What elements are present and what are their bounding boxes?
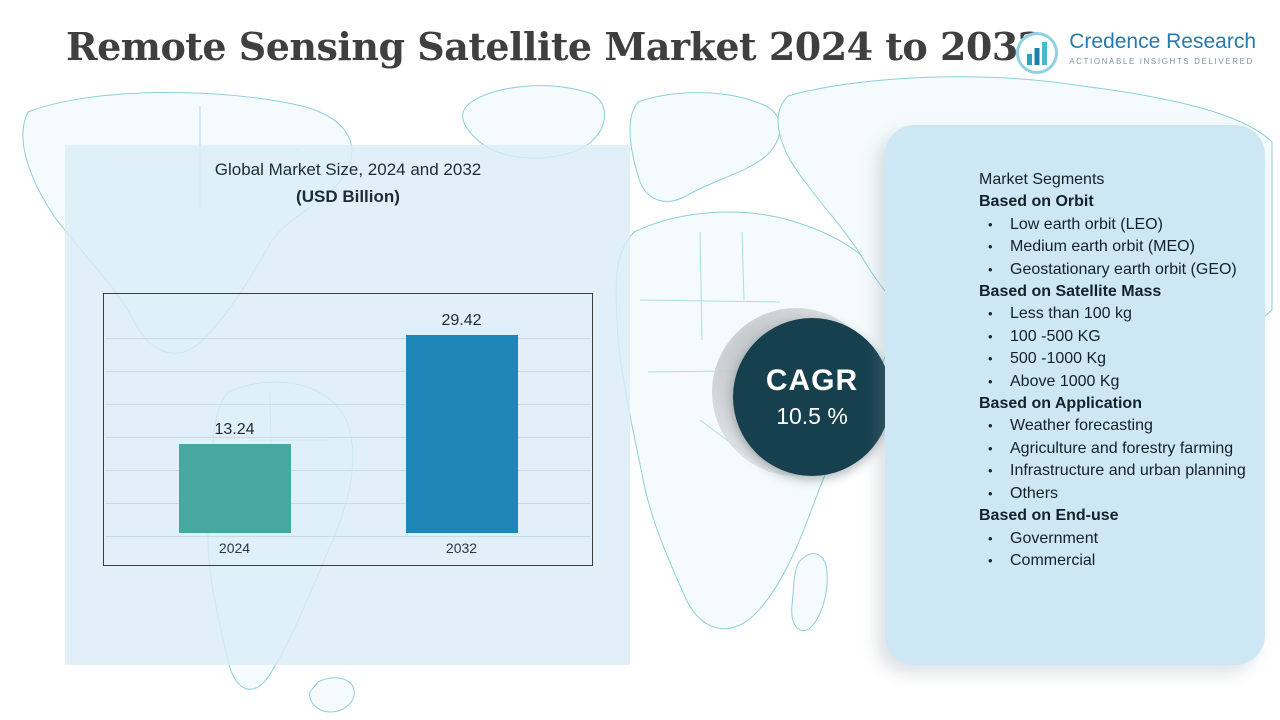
segment-item: • Geostationary earth orbit (GEO) — [979, 259, 1247, 281]
bar-group: 13.24 2024 — [178, 421, 291, 557]
segment-item: • Infrastructure and urban planning — [979, 460, 1247, 482]
cagr-badge: CAGR 10.5 % — [733, 318, 891, 476]
segment-item-label: Commercial — [1010, 551, 1096, 569]
segment-item: • Weather forecasting — [979, 415, 1247, 437]
segment-item-label: Low earth orbit (LEO) — [1010, 215, 1163, 233]
bar — [405, 335, 518, 533]
segment-item-label: Above 1000 Kg — [1010, 372, 1120, 390]
segment-item-label: Geostationary earth orbit (GEO) — [1010, 260, 1237, 278]
segments-title: Market Segments — [979, 171, 1105, 188]
bars-area: 13.24 2024 29.42 2032 — [104, 312, 592, 557]
cagr-value: 10.5 % — [776, 403, 848, 429]
segment-heading: Based on Satellite Mass — [979, 283, 1162, 301]
market-segments-panel: Market Segments Based on Orbit • Low earth… — [885, 125, 1265, 665]
page-title: Remote Sensing Satellite Market 2024 to … — [66, 24, 1044, 69]
segment-item-label: 100 -500 KG — [1010, 327, 1101, 345]
segments-groups: Based on Orbit • Low earth orbit (LEO) • Med… — [979, 191, 1247, 572]
bullet-icon: • — [988, 261, 993, 277]
segment-item: • 500 -1000 Kg — [979, 348, 1247, 370]
bar — [178, 444, 291, 533]
bullet-icon: • — [988, 463, 993, 479]
segment-item: • 100 -500 KG — [979, 326, 1247, 348]
logo-name: Credence Research — [1069, 30, 1256, 53]
bullet-icon: • — [988, 440, 993, 456]
bullet-icon: • — [988, 530, 993, 546]
credence-logo: Credence Research Actionable Insights De… — [1014, 30, 1256, 76]
map-europe — [629, 92, 781, 202]
segment-item-label: Weather forecasting — [1010, 417, 1153, 435]
segment-item-label: Government — [1010, 529, 1099, 547]
segment-item: • Agriculture and forestry farming — [979, 438, 1247, 460]
bullet-icon: • — [988, 239, 993, 255]
segment-item-label: Medium earth orbit (MEO) — [1010, 238, 1195, 256]
segment-item-label: Infrastructure and urban planning — [1010, 462, 1246, 480]
bullet-icon: • — [988, 328, 993, 344]
segment-item: • Commercial — [979, 550, 1247, 572]
bar-chart: 13.24 2024 29.42 2032 — [103, 293, 593, 566]
bullet-icon: • — [988, 306, 993, 322]
segment-item: • Low earth orbit (LEO) — [979, 214, 1247, 236]
segment-heading: Based on End-use — [979, 507, 1119, 525]
segment-heading: Based on Orbit — [979, 193, 1094, 211]
segment-item-label: Others — [1010, 484, 1059, 502]
segment-item: • Others — [979, 483, 1247, 505]
bullet-icon: • — [988, 418, 993, 434]
segment-item: • Above 1000 Kg — [979, 371, 1247, 393]
map-islet — [309, 677, 355, 713]
segment-item: • Government — [979, 528, 1247, 550]
bar-category-label: 2032 — [445, 540, 478, 556]
bar-value-label: 13.24 — [214, 421, 255, 438]
bullet-icon: • — [988, 351, 993, 367]
credence-logo-icon — [1016, 32, 1059, 74]
chart-title-block: Global Market Size, 2024 and 2032 (USD B… — [103, 160, 593, 207]
bar-category-label: 2024 — [218, 540, 251, 556]
cagr-label: CAGR — [765, 364, 859, 397]
bullet-icon: • — [988, 485, 993, 501]
bullet-icon: • — [988, 552, 993, 568]
chart-title: Global Market Size, 2024 and 2032 — [214, 160, 482, 179]
map-madagascar — [791, 553, 828, 632]
bar-value-label: 29.42 — [441, 312, 482, 329]
bar-group: 29.42 2032 — [405, 312, 518, 557]
chart-subtitle: (USD Billion) — [296, 187, 400, 206]
segment-item: • Less than 100 kg — [979, 303, 1247, 325]
logo-tagline: Actionable Insights Delivered — [1069, 57, 1254, 67]
logo-text: Credence Research Actionable Insights De… — [1069, 30, 1256, 66]
segment-item-label: 500 -1000 Kg — [1010, 350, 1107, 368]
segment-heading: Based on Application — [979, 395, 1142, 413]
segment-item-label: Agriculture and forestry farming — [1010, 439, 1234, 457]
segments-content: Market Segments Based on Orbit • Low earth… — [979, 169, 1247, 572]
segment-item: • Medium earth orbit (MEO) — [979, 236, 1247, 258]
segment-item-label: Less than 100 kg — [1010, 305, 1132, 323]
bullet-icon: • — [988, 216, 993, 232]
bullet-icon: • — [988, 373, 993, 389]
